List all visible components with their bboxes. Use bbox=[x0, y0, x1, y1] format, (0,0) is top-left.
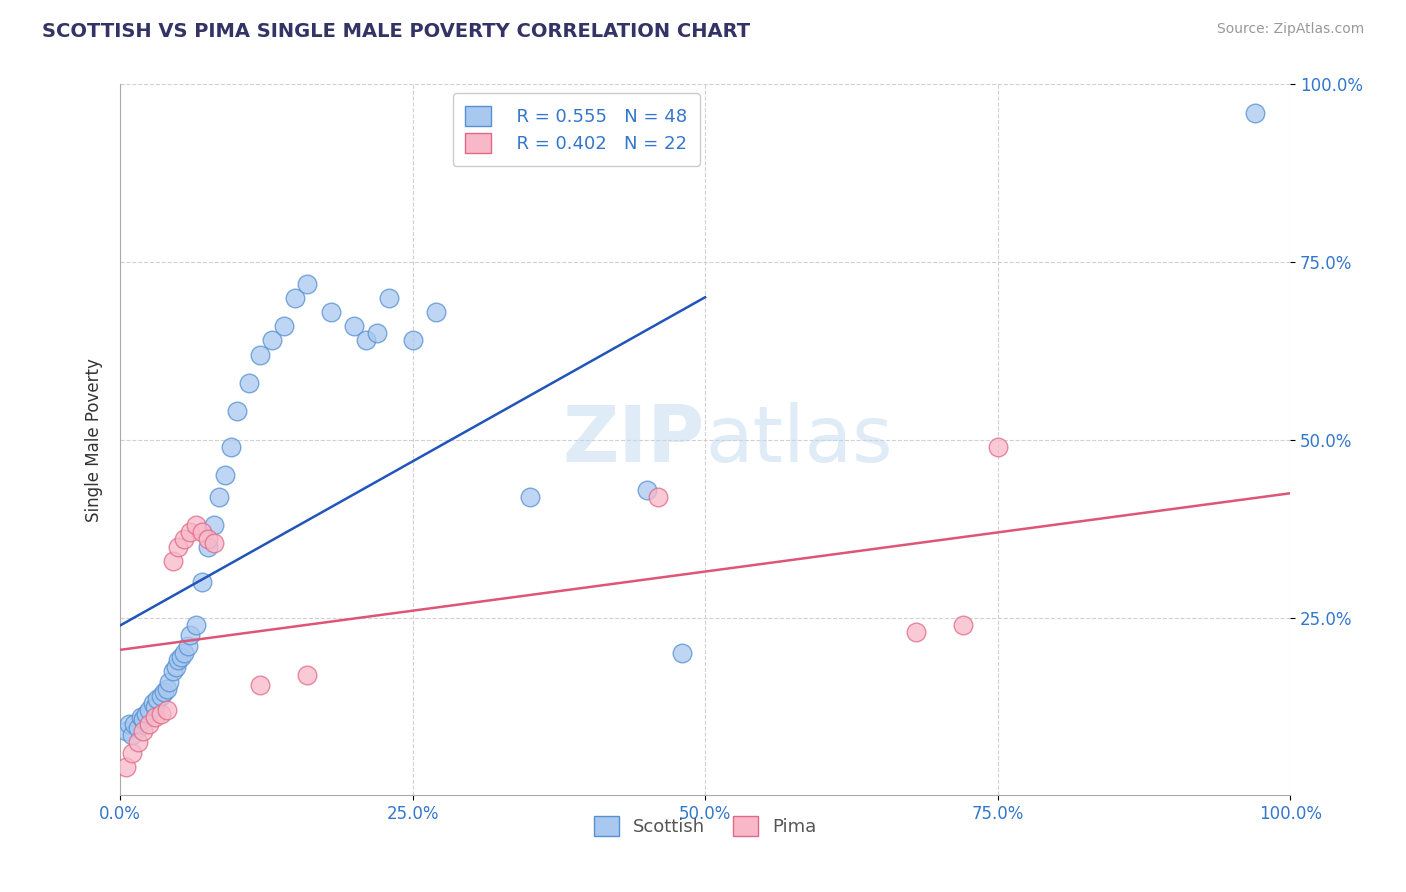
Point bbox=[366, 326, 388, 341]
Point bbox=[647, 490, 669, 504]
Point bbox=[214, 468, 236, 483]
Point bbox=[378, 291, 401, 305]
Point bbox=[167, 540, 190, 554]
Point bbox=[129, 710, 152, 724]
Point bbox=[156, 681, 179, 696]
Point bbox=[401, 334, 423, 348]
Point bbox=[987, 440, 1010, 454]
Text: ZIP: ZIP bbox=[562, 402, 704, 478]
Point bbox=[167, 653, 190, 667]
Point bbox=[184, 617, 207, 632]
Point bbox=[191, 525, 214, 540]
Point bbox=[177, 639, 200, 653]
Point bbox=[636, 483, 658, 497]
Point bbox=[284, 291, 307, 305]
Point bbox=[273, 319, 295, 334]
Text: Source: ZipAtlas.com: Source: ZipAtlas.com bbox=[1216, 22, 1364, 37]
Point bbox=[127, 735, 149, 749]
Legend: Scottish, Pima: Scottish, Pima bbox=[586, 809, 824, 843]
Point bbox=[118, 717, 141, 731]
Point bbox=[165, 660, 187, 674]
Point bbox=[114, 724, 136, 739]
Point bbox=[162, 664, 184, 678]
Point bbox=[157, 674, 180, 689]
Point bbox=[170, 649, 193, 664]
Point bbox=[319, 305, 342, 319]
Point bbox=[904, 624, 927, 639]
Point bbox=[156, 703, 179, 717]
Point bbox=[173, 533, 195, 547]
Point bbox=[179, 628, 201, 642]
Point bbox=[127, 721, 149, 735]
Point bbox=[425, 305, 447, 319]
Point bbox=[114, 760, 136, 774]
Point bbox=[191, 575, 214, 590]
Point bbox=[262, 334, 284, 348]
Point bbox=[197, 540, 219, 554]
Point bbox=[249, 678, 271, 692]
Point bbox=[197, 533, 219, 547]
Point bbox=[1244, 106, 1267, 120]
Point bbox=[122, 717, 145, 731]
Point bbox=[142, 696, 165, 710]
Point bbox=[208, 490, 231, 504]
Point bbox=[173, 646, 195, 660]
Point bbox=[219, 440, 242, 454]
Point bbox=[135, 706, 157, 721]
Point bbox=[249, 348, 271, 362]
Point bbox=[519, 490, 541, 504]
Point bbox=[184, 518, 207, 533]
Point bbox=[143, 710, 166, 724]
Point bbox=[149, 706, 172, 721]
Point bbox=[202, 536, 225, 550]
Point bbox=[121, 728, 143, 742]
Point bbox=[149, 689, 172, 703]
Point bbox=[295, 667, 318, 681]
Point bbox=[138, 717, 160, 731]
Point bbox=[179, 525, 201, 540]
Point bbox=[121, 746, 143, 760]
Y-axis label: Single Male Poverty: Single Male Poverty bbox=[86, 358, 103, 522]
Text: SCOTTISH VS PIMA SINGLE MALE POVERTY CORRELATION CHART: SCOTTISH VS PIMA SINGLE MALE POVERTY COR… bbox=[42, 22, 751, 41]
Point bbox=[138, 703, 160, 717]
Point bbox=[671, 646, 693, 660]
Point bbox=[132, 724, 155, 739]
Point bbox=[238, 376, 260, 390]
Point bbox=[226, 404, 249, 418]
Point bbox=[146, 692, 169, 706]
Point bbox=[343, 319, 366, 334]
Point bbox=[162, 554, 184, 568]
Point bbox=[354, 334, 377, 348]
Point bbox=[295, 277, 318, 291]
Point bbox=[153, 685, 176, 699]
Point bbox=[132, 712, 155, 726]
Point bbox=[202, 518, 225, 533]
Point bbox=[952, 617, 974, 632]
Point bbox=[143, 699, 166, 714]
Text: atlas: atlas bbox=[704, 402, 893, 478]
